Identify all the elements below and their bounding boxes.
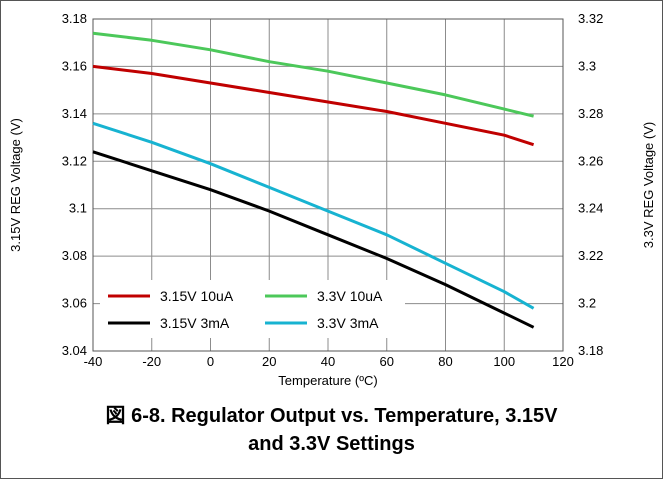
legend-background — [100, 280, 405, 338]
y-left-axis-title: 3.15V REG Voltage (V) — [8, 118, 23, 252]
y-left-tick-label: 3.06 — [62, 296, 87, 311]
x-tick-label: -20 — [142, 354, 161, 369]
series-line-3-15v-10ua — [92, 64, 535, 147]
x-tick-label: 120 — [552, 354, 574, 369]
x-tick-label: 20 — [262, 354, 276, 369]
series-line-3-15v-3ma — [92, 150, 535, 329]
y-right-tick-label: 3.22 — [578, 248, 603, 263]
figure-caption: 図 6-8. Regulator Output vs. Temperature,… — [0, 402, 663, 458]
y-right-tick-label: 3.32 — [578, 11, 603, 26]
x-tick-label: 80 — [438, 354, 452, 369]
x-tick-label: 40 — [321, 354, 335, 369]
series-lines — [92, 31, 535, 329]
y-left-tick-label: 3.1 — [69, 201, 87, 216]
y-right-tick-label: 3.28 — [578, 106, 603, 121]
tick-labels: -40 -20 0 20 40 60 80 100 120 3.04 3.06 3.08 3.1 3.12… — [62, 11, 604, 369]
legend-label-3-3v-3ma: 3.3V 3mA — [317, 315, 379, 331]
y-right-tick-label: 3.2 — [578, 296, 596, 311]
y-right-tick-label: 3.18 — [578, 343, 603, 358]
series-line-3-3v-3ma — [92, 121, 535, 310]
y-right-tick-label: 3.24 — [578, 201, 603, 216]
x-axis-title: Temperature (ºC) — [278, 373, 377, 388]
y-left-tick-label: 3.14 — [62, 106, 87, 121]
series-line-3-3v-10ua — [92, 31, 534, 118]
legend: 3.15V 10uA 3.3V 10uA 3.15V 3mA 3.3V 3mA — [100, 280, 405, 338]
x-tick-label: 60 — [380, 354, 394, 369]
y-left-tick-label: 3.04 — [62, 343, 87, 358]
y-left-tick-label: 3.12 — [62, 153, 87, 168]
caption-line-1: 図 6-8. Regulator Output vs. Temperature,… — [105, 405, 558, 427]
x-tick-label: 100 — [493, 354, 515, 369]
x-tick-label: 0 — [207, 354, 214, 369]
y-right-tick-label: 3.26 — [578, 153, 603, 168]
y-left-tick-label: 3.18 — [62, 11, 87, 26]
y-left-tick-label: 3.16 — [62, 58, 87, 73]
plot-area — [92, 18, 564, 352]
legend-label-3-3v-10ua: 3.3V 10uA — [317, 288, 383, 304]
y-left-tick-label: 3.08 — [62, 248, 87, 263]
legend-label-3-15v-10ua: 3.15V 10uA — [160, 288, 234, 304]
line-chart: -40 -20 0 20 40 60 80 100 120 3.04 3.06 3.08 3.1 3.12… — [8, 11, 656, 388]
y-right-tick-label: 3.3 — [578, 58, 596, 73]
legend-label-3-15v-3ma: 3.15V 3mA — [160, 315, 230, 331]
y-right-axis-title: 3.3V REG Voltage (V) — [641, 122, 656, 248]
x-tick-label: -40 — [84, 354, 103, 369]
caption-line-2: and 3.3V Settings — [248, 433, 415, 455]
